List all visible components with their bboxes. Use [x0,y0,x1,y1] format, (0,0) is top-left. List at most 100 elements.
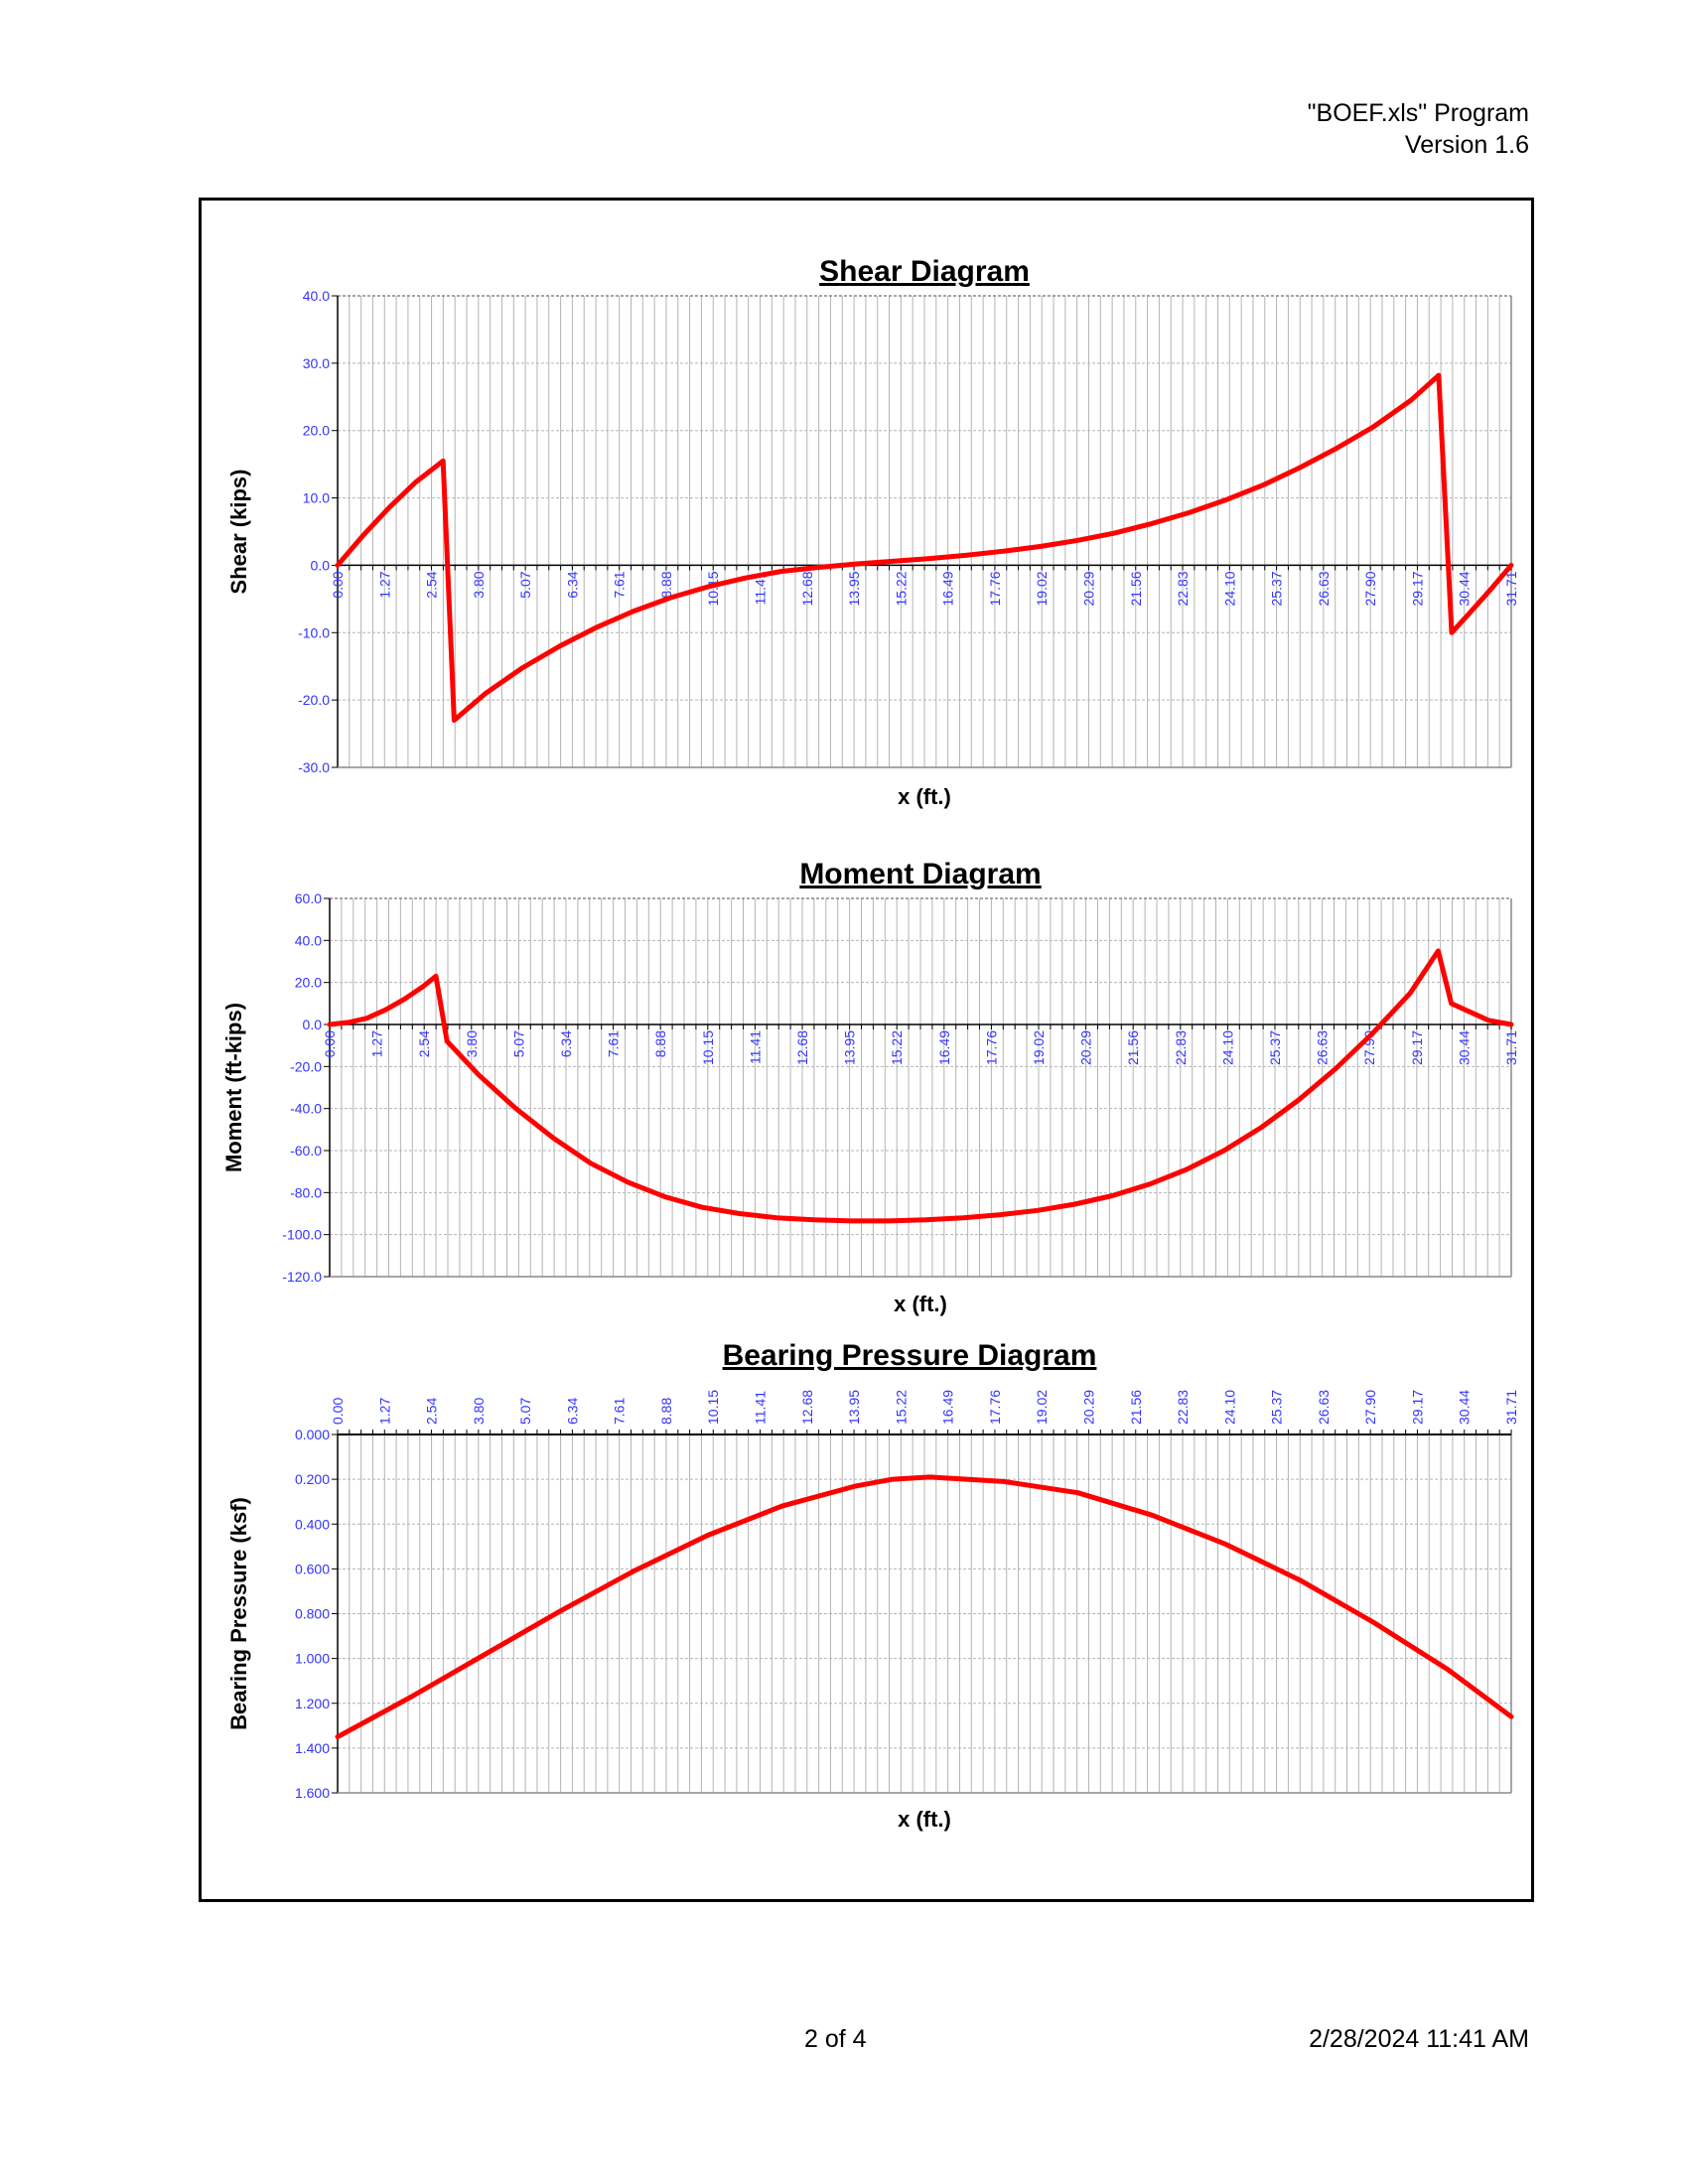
chart-title: Shear Diagram [819,255,1030,288]
y-tick-label: -60.0 [290,1143,322,1159]
x-tick-label: 1.27 [369,1030,385,1057]
y-tick-label: 10.0 [303,490,330,506]
x-tick-label: 19.02 [1034,1390,1050,1425]
chart-1: 40.0 30.0 20.0 10.0 0.0 -10.0 -20.0 -30.0 0.00 1.… [226,255,1519,809]
y-tick-label: 1.400 [295,1740,330,1756]
x-tick-label: 25.37 [1269,1390,1285,1425]
x-tick-label: 27.90 [1362,571,1378,606]
x-tick-label: 25.37 [1269,571,1285,606]
y-axis-label: Bearing Pressure (ksf) [226,1497,251,1730]
x-tick-label: 10.15 [700,1030,716,1065]
y-tick-label: 0.800 [295,1606,330,1622]
y-tick-label: -10.0 [298,624,330,640]
y-tick-label: 0.600 [295,1561,330,1576]
x-tick-label: 10.15 [705,571,721,606]
y-tick-label: 20.0 [303,423,330,439]
x-tick-label: 16.49 [940,1390,956,1425]
x-tick-label: 22.83 [1173,1030,1189,1065]
x-tick-label: 29.17 [1409,1030,1425,1065]
chart-title: Bearing Pressure Diagram [723,1339,1097,1372]
x-tick-label: 12.68 [799,571,815,606]
x-tick-label: 13.95 [846,1390,862,1425]
y-axis-label: Moment (ft-kips) [221,1003,246,1172]
x-tick-label: 30.44 [1457,571,1473,606]
print-datetime: 2/28/2024 11:41 AM [1309,2025,1529,2053]
series-line [335,1474,1514,1740]
x-tick-label: 6.34 [564,571,580,598]
x-tick-label: 31.71 [1503,1390,1519,1425]
x-tick-label: 24.10 [1219,1030,1235,1065]
x-tick-label: 19.02 [1034,571,1050,606]
y-tick-label: -30.0 [298,759,330,775]
program-version: Version 1.6 [1404,131,1529,159]
x-tick-label: 15.22 [893,571,909,606]
x-tick-label: 17.76 [987,571,1003,606]
y-tick-label: -120.0 [282,1269,322,1285]
x-tick-label: 26.63 [1316,1390,1332,1425]
x-tick-label: 21.56 [1128,571,1144,606]
y-tick-label: 1.000 [295,1651,330,1667]
y-tick-label: 1.600 [295,1785,330,1801]
y-tick-label: 30.0 [303,355,330,371]
x-tick-label: 31.71 [1503,1030,1519,1065]
y-tick-label: 60.0 [295,890,322,906]
x-tick-label: 2.54 [416,1030,432,1057]
x-tick-label: 8.88 [658,1398,674,1425]
x-tick-label: 8.88 [658,571,674,598]
x-tick-label: 20.29 [1080,571,1096,606]
x-tick-label: 24.10 [1221,1390,1237,1425]
x-axis-label: x (ft.) [898,1807,951,1832]
x-tick-label: 13.95 [842,1030,858,1065]
x-tick-label: 30.44 [1457,1390,1473,1425]
x-tick-label: 17.76 [983,1030,999,1065]
x-tick-label: 13.95 [846,571,862,606]
x-tick-label: 20.29 [1078,1030,1094,1065]
x-tick-label: 2.54 [424,1398,440,1425]
x-tick-label: 21.56 [1128,1390,1144,1425]
y-tick-label: -40.0 [290,1101,322,1117]
x-tick-label: 20.29 [1080,1390,1096,1425]
x-tick-label: 1.27 [376,1398,392,1425]
x-tick-label: 21.56 [1125,1030,1141,1065]
chart-title: Moment Diagram [799,858,1041,890]
y-tick-label: -80.0 [290,1184,322,1200]
x-tick-label: 12.68 [794,1030,810,1065]
y-tick-label: 40.0 [295,932,322,948]
x-tick-label: 26.63 [1315,1030,1331,1065]
x-tick-label: 6.34 [558,1030,574,1057]
x-tick-label: 17.76 [987,1390,1003,1425]
y-axis-label: Shear (kips) [226,470,251,595]
x-tick-label: 3.80 [471,1398,487,1425]
x-tick-label: 0.00 [330,1398,346,1425]
y-tick-label: -20.0 [298,692,330,708]
y-tick-label: 20.0 [295,975,322,991]
x-tick-label: 27.90 [1362,1390,1378,1425]
x-tick-label: 7.61 [612,571,628,598]
x-tick-label: 30.44 [1456,1030,1472,1065]
x-tick-label: 7.61 [606,1030,622,1057]
page-number: 2 of 4 [804,2025,867,2053]
x-tick-label: 29.17 [1409,1390,1425,1425]
x-tick-label: 22.83 [1175,1390,1191,1425]
x-tick-label: 6.34 [564,1398,580,1425]
y-tick-label: 0.000 [295,1427,330,1442]
x-tick-label: 15.22 [889,1030,905,1065]
x-tick-label: 3.80 [464,1030,480,1057]
x-tick-label: 0.00 [330,571,346,598]
x-tick-label: 16.49 [936,1030,952,1065]
x-tick-label: 11.41 [747,1030,763,1064]
chart-2: 60.0 40.0 20.0 0.0 -20.0 -40.0 -60.0 -80.0 -100.… [221,858,1519,1316]
x-tick-label: 31.71 [1503,571,1519,606]
x-tick-label: 16.49 [940,571,956,606]
x-tick-label: 5.07 [517,571,533,598]
chart-frame [199,198,1534,1902]
y-tick-label: -100.0 [282,1227,322,1243]
x-tick-label: 10.15 [705,1390,721,1425]
x-tick-label: 24.10 [1221,571,1237,606]
x-tick-label: 7.61 [612,1398,628,1425]
y-tick-label: 0.0 [311,557,331,573]
x-axis-label: x (ft.) [894,1292,947,1316]
program-name: "BOEF.xls" Program [1307,99,1529,127]
x-tick-label: 25.37 [1267,1030,1283,1065]
